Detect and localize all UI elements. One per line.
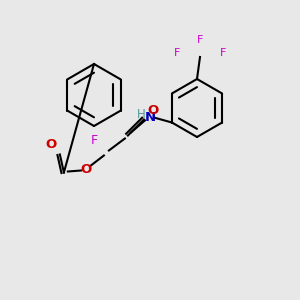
Text: O: O bbox=[147, 103, 158, 116]
Text: F: F bbox=[197, 35, 203, 45]
Text: F: F bbox=[174, 48, 180, 58]
Text: N: N bbox=[144, 111, 155, 124]
Text: H: H bbox=[137, 108, 146, 121]
Text: O: O bbox=[46, 139, 57, 152]
Text: F: F bbox=[90, 134, 98, 147]
Text: F: F bbox=[220, 48, 226, 58]
Text: O: O bbox=[80, 163, 92, 176]
